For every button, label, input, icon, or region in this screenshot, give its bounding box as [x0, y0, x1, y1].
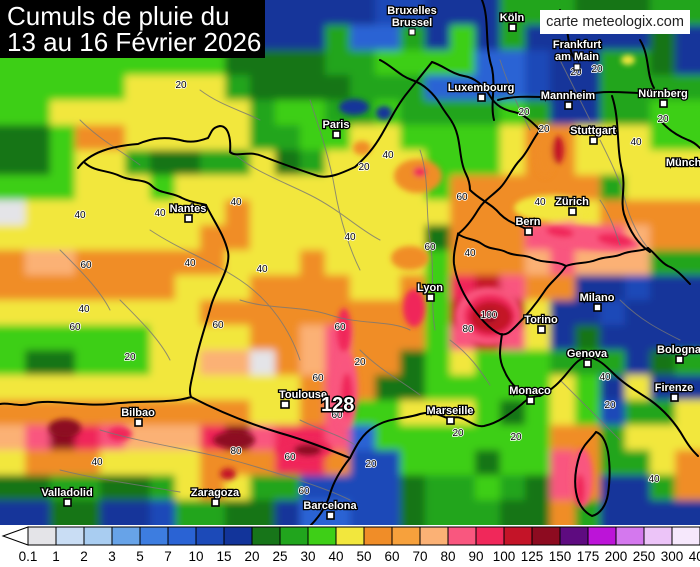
svg-text:am Main: am Main	[555, 51, 599, 63]
svg-text:Stuttgart: Stuttgart	[570, 125, 616, 137]
svg-text:60: 60	[298, 486, 310, 497]
svg-text:20: 20	[175, 80, 187, 91]
svg-text:Monaco: Monaco	[509, 385, 551, 397]
svg-text:40: 40	[154, 208, 166, 219]
svg-text:40: 40	[78, 304, 90, 315]
svg-text:60: 60	[69, 322, 81, 333]
svg-text:20: 20	[365, 459, 377, 470]
svg-text:30: 30	[300, 549, 315, 564]
svg-text:200: 200	[605, 549, 628, 564]
svg-text:Genova: Genova	[567, 348, 608, 360]
svg-text:20: 20	[124, 352, 136, 363]
svg-text:20: 20	[358, 162, 370, 173]
svg-text:1: 1	[52, 549, 60, 564]
svg-text:40: 40	[344, 232, 356, 243]
svg-text:Lyon: Lyon	[417, 282, 443, 294]
svg-text:5: 5	[136, 549, 144, 564]
svg-text:20: 20	[518, 107, 530, 118]
svg-text:80: 80	[230, 446, 242, 457]
svg-text:150: 150	[549, 549, 572, 564]
svg-text:40: 40	[256, 264, 268, 275]
svg-text:60: 60	[312, 373, 324, 384]
svg-text:Mannheim: Mannheim	[541, 90, 596, 102]
svg-text:40: 40	[328, 549, 343, 564]
svg-text:Brussel: Brussel	[392, 17, 432, 29]
svg-text:20: 20	[354, 357, 366, 368]
svg-text:60: 60	[331, 410, 343, 421]
svg-text:20: 20	[510, 432, 522, 443]
svg-text:München: München	[666, 157, 700, 169]
svg-text:0.1: 0.1	[19, 549, 38, 564]
svg-text:40: 40	[599, 372, 611, 383]
svg-text:50: 50	[356, 549, 371, 564]
svg-text:20: 20	[591, 64, 603, 75]
svg-text:40: 40	[74, 210, 86, 221]
svg-text:Valladolid: Valladolid	[41, 487, 92, 499]
svg-text:80: 80	[440, 549, 455, 564]
svg-text:25: 25	[272, 549, 287, 564]
svg-text:20: 20	[604, 400, 616, 411]
svg-text:70: 70	[412, 549, 427, 564]
svg-text:400: 400	[689, 549, 700, 564]
svg-text:7: 7	[164, 549, 172, 564]
svg-text:2: 2	[80, 549, 88, 564]
svg-text:Milano: Milano	[580, 292, 615, 304]
svg-text:60: 60	[456, 192, 468, 203]
svg-text:60: 60	[80, 260, 92, 271]
svg-text:20: 20	[244, 549, 259, 564]
svg-text:40: 40	[534, 197, 546, 208]
svg-text:Barcelona: Barcelona	[303, 500, 357, 512]
svg-text:250: 250	[633, 549, 656, 564]
svg-text:90: 90	[468, 549, 483, 564]
svg-text:80: 80	[462, 324, 474, 335]
svg-text:128: 128	[321, 394, 354, 416]
svg-text:60: 60	[424, 242, 436, 253]
svg-text:100: 100	[481, 310, 498, 321]
svg-text:Firenze: Firenze	[655, 382, 694, 394]
svg-text:Marseille: Marseille	[426, 405, 473, 417]
svg-text:Bilbao: Bilbao	[121, 407, 155, 419]
svg-text:40: 40	[91, 457, 103, 468]
svg-text:60: 60	[384, 549, 399, 564]
svg-text:40: 40	[648, 474, 660, 485]
svg-text:40: 40	[630, 137, 642, 148]
svg-text:40: 40	[230, 197, 242, 208]
svg-text:Bern: Bern	[515, 216, 540, 228]
svg-text:10: 10	[188, 549, 203, 564]
svg-text:100: 100	[493, 549, 516, 564]
svg-text:15: 15	[216, 549, 231, 564]
svg-text:Nantes: Nantes	[170, 203, 207, 215]
svg-text:60: 60	[334, 322, 346, 333]
svg-text:Zürich: Zürich	[555, 196, 589, 208]
svg-text:Nürnberg: Nürnberg	[638, 88, 688, 100]
svg-text:40: 40	[464, 248, 476, 259]
svg-text:300: 300	[661, 549, 684, 564]
svg-text:40: 40	[382, 150, 394, 161]
svg-text:Luxembourg: Luxembourg	[448, 82, 515, 94]
svg-text:20: 20	[657, 114, 669, 125]
svg-text:60: 60	[284, 452, 296, 463]
svg-text:60: 60	[212, 320, 224, 331]
svg-text:20: 20	[452, 428, 464, 439]
svg-text:3: 3	[108, 549, 116, 564]
svg-text:Frankfurt: Frankfurt	[553, 39, 602, 51]
svg-text:40: 40	[184, 258, 196, 269]
svg-text:175: 175	[577, 549, 600, 564]
svg-text:125: 125	[521, 549, 544, 564]
svg-text:Zaragoza: Zaragoza	[191, 487, 240, 499]
svg-text:Bologna: Bologna	[657, 344, 700, 356]
svg-text:Köln: Köln	[500, 12, 525, 24]
svg-text:Paris: Paris	[323, 119, 350, 131]
svg-text:Bruxelles: Bruxelles	[387, 5, 437, 17]
svg-text:Toulouse: Toulouse	[279, 389, 327, 401]
svg-text:20: 20	[538, 124, 550, 135]
svg-text:Torino: Torino	[524, 314, 558, 326]
